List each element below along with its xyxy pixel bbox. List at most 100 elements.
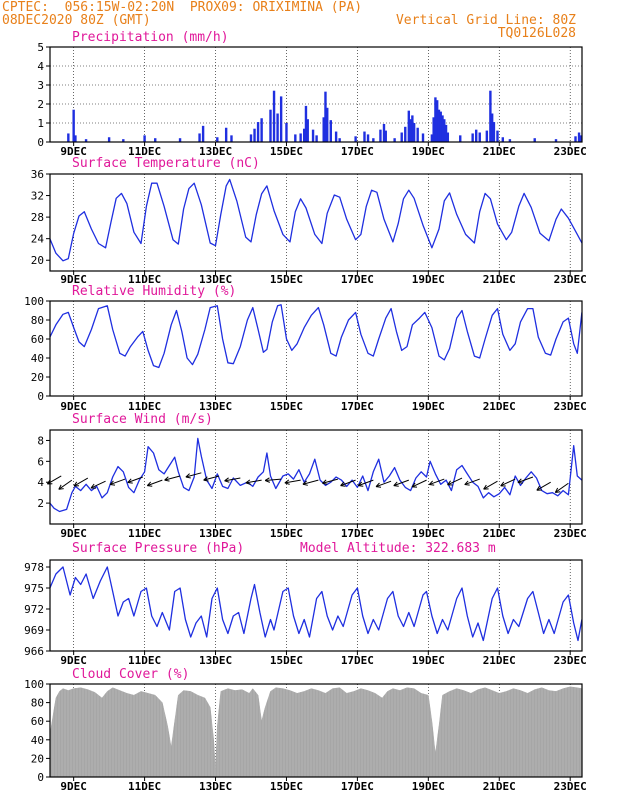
precip-bar <box>382 123 386 142</box>
precip-bar <box>533 138 536 142</box>
precip-bar <box>501 137 505 142</box>
wind-direction-arrow <box>393 479 409 487</box>
y-tick-label: 100 <box>24 678 44 691</box>
wind-arrow-shaft <box>464 478 480 486</box>
precip-bar <box>471 133 474 142</box>
wind-direction-arrow <box>264 477 282 483</box>
wind-arrow-shaft <box>203 475 220 481</box>
x-tick-label: 13DEC <box>199 780 232 793</box>
precip-bar <box>508 139 512 142</box>
precip-bar <box>439 111 442 142</box>
x-tick-label: 13DEC <box>199 527 232 540</box>
wind-direction-arrow <box>536 481 551 491</box>
wind-arrow-shaft <box>555 482 569 493</box>
panel-1: 0 1 2 3 4 5 9DEC 11DEC 13DEC 15DEC 17DEC 19DEC 21DEC… <box>37 30 586 158</box>
wind-arrow-shaft <box>164 475 181 481</box>
precip-bar <box>492 122 496 142</box>
x-tick-label: 23DEC <box>554 273 587 286</box>
precip-bar <box>322 117 325 142</box>
wind-arrow-head <box>517 478 523 484</box>
x-tick-label: 15DEC <box>270 527 303 540</box>
y-tick-label: 972 <box>24 603 44 616</box>
precip-bar <box>432 117 435 142</box>
wind-arrow-shaft <box>411 479 427 488</box>
wind-arrow-shaft <box>109 478 126 486</box>
wind-arrow-shaft <box>447 477 463 486</box>
x-tick-label: 13DEC <box>199 400 232 413</box>
wind-arrow-shaft <box>224 477 241 482</box>
y-tick-label: 2 <box>37 497 44 510</box>
x-tick-label: 9DEC <box>60 654 87 667</box>
precip-bar <box>554 139 558 142</box>
y-tick-label: 80 <box>31 314 44 327</box>
panel-2: 20 24 28 32 36 9DEC 11DEC 13DEC 15DEC 17DEC 19DEC 2… <box>31 156 587 286</box>
wind-arrow-shaft <box>375 480 392 488</box>
precip-bar <box>324 91 327 142</box>
x-tick-label: 11DEC <box>128 273 161 286</box>
y-tick-label: 20 <box>31 254 44 267</box>
wind-direction-arrow <box>357 479 374 487</box>
x-tick-label: 21DEC <box>483 527 516 540</box>
wind-arrow-head <box>447 480 453 486</box>
precip-bar <box>409 119 412 142</box>
precip-bar <box>404 126 407 142</box>
precip-bar <box>272 90 276 142</box>
precip-bar <box>67 133 70 142</box>
x-tick-label: 23DEC <box>554 780 587 793</box>
precip-bar <box>444 124 448 142</box>
precip-bar <box>294 134 297 142</box>
precip-bar <box>354 136 357 142</box>
wind-direction-arrow <box>146 479 163 487</box>
wind-direction-arrow <box>127 476 143 484</box>
x-tick-label: 21DEC <box>483 145 516 158</box>
wind-arrow-head <box>203 476 209 482</box>
panel-6: 0 20 40 60 80 100 9DEC 11DEC 13DEC 15DEC 17DEC 19DE… <box>24 667 587 793</box>
panel-title: Surface Wind (m/s) <box>72 412 213 427</box>
wind-arrow-shaft <box>127 476 143 483</box>
precip-bar <box>441 115 444 142</box>
wind-direction-arrow <box>203 475 220 482</box>
wind-arrow-head <box>554 487 561 493</box>
x-tick-label: 15DEC <box>270 780 303 793</box>
precip-bar <box>311 129 315 142</box>
wind-arrow-head <box>357 481 364 487</box>
y-tick-label: 4 <box>37 60 44 73</box>
wind-direction-arrow <box>245 479 262 485</box>
y-tick-label: 36 <box>31 168 44 181</box>
wind-arrow-shaft <box>517 476 534 483</box>
header-vertical-grid-line: Vertical Grid Line: 80Z <box>395 13 576 28</box>
header-date: 08DEC2020 80Z (GMT) <box>2 13 151 28</box>
precip-bar <box>459 135 462 142</box>
series-line <box>49 437 583 513</box>
wind-direction-arrow <box>58 479 73 490</box>
wind-arrow-shaft <box>483 480 498 490</box>
precip-bar <box>216 137 219 142</box>
x-tick-label: 19DEC <box>412 654 445 667</box>
precip-bar <box>326 107 329 142</box>
wind-arrow-shaft <box>265 478 282 481</box>
y-tick-label: 24 <box>31 233 45 246</box>
x-tick-label: 15DEC <box>270 400 303 413</box>
x-tick-label: 11DEC <box>128 654 161 667</box>
y-tick-label: 100 <box>24 295 44 308</box>
y-tick-label: 20 <box>31 752 44 765</box>
wind-arrow-head <box>322 479 328 485</box>
x-tick-label: 11DEC <box>128 780 161 793</box>
wind-direction-arrow <box>90 480 106 489</box>
precip-bar <box>421 133 425 142</box>
wind-arrow-head <box>164 476 170 482</box>
wind-direction-arrow <box>554 482 569 493</box>
precip-bar <box>478 132 481 142</box>
wind-arrow-shaft <box>284 479 301 484</box>
wind-arrow-head <box>185 473 191 479</box>
x-tick-label: 23DEC <box>554 527 587 540</box>
plot-frame <box>49 300 583 397</box>
wind-arrow-head <box>146 481 153 487</box>
x-tick-label: 21DEC <box>483 400 516 413</box>
wind-arrow-shaft <box>536 481 551 491</box>
precip-bar <box>363 131 366 142</box>
precip-bar <box>302 128 306 142</box>
y-tick-label: 0 <box>37 771 44 784</box>
x-tick-label: 21DEC <box>483 654 516 667</box>
